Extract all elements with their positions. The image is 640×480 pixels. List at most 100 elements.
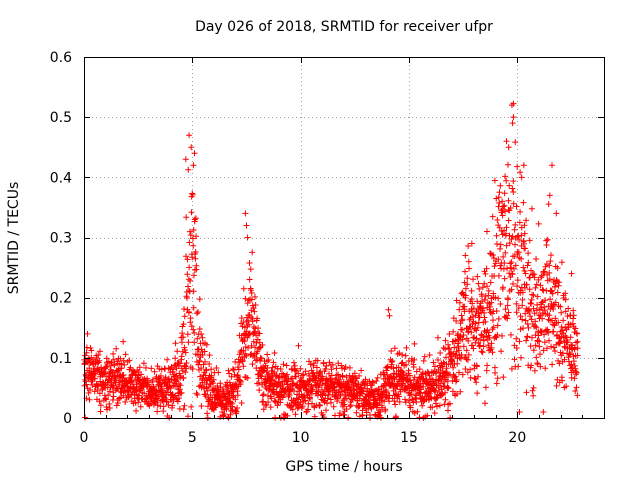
data-point: [470, 345, 477, 352]
data-point: [189, 366, 196, 373]
data-point: [531, 274, 538, 281]
data-point: [494, 375, 501, 382]
data-point: [516, 236, 523, 243]
data-point: [247, 266, 254, 273]
data-point: [537, 363, 544, 370]
data-point: [209, 380, 216, 387]
data-point: [556, 360, 563, 367]
data-point: [465, 337, 472, 344]
data-point: [536, 338, 543, 345]
data-point: [284, 371, 291, 378]
data-point: [480, 337, 487, 344]
data-point: [182, 156, 189, 163]
data-point: [234, 404, 241, 411]
data-point: [493, 232, 500, 239]
data-point: [320, 359, 327, 366]
data-point: [268, 395, 275, 402]
data-point: [573, 369, 580, 376]
data-point: [526, 286, 533, 293]
data-point: [508, 236, 515, 243]
data-point: [240, 285, 247, 292]
data-point: [465, 351, 472, 358]
data-point: [462, 285, 469, 292]
x-tick-label: 20: [508, 430, 526, 446]
data-point: [514, 163, 521, 170]
data-point: [493, 241, 500, 248]
data-point: [178, 339, 185, 346]
data-point: [459, 326, 466, 333]
data-point: [374, 374, 381, 381]
data-point: [84, 330, 91, 337]
data-point: [105, 392, 112, 399]
data-point: [247, 351, 254, 358]
data-point: [520, 199, 527, 206]
data-point: [187, 277, 194, 284]
data-point: [512, 241, 519, 248]
data-point: [208, 366, 215, 373]
data-point: [499, 286, 506, 293]
data-point: [528, 316, 535, 323]
data-point: [295, 342, 302, 349]
data-point: [307, 361, 314, 368]
data-point: [555, 282, 562, 289]
data-point: [501, 260, 508, 267]
data-point: [140, 360, 147, 367]
data-point: [482, 318, 489, 325]
data-point: [430, 359, 437, 366]
data-point: [308, 384, 315, 391]
data-point: [495, 295, 502, 302]
data-point: [389, 358, 396, 365]
data-point: [406, 392, 413, 399]
data-point: [521, 284, 528, 291]
data-point: [508, 365, 515, 372]
data-point: [528, 205, 535, 212]
data-point: [484, 228, 490, 235]
data-point: [459, 336, 466, 343]
data-point: [562, 290, 569, 297]
data-point: [471, 375, 478, 382]
data-point: [242, 373, 249, 380]
data-point: [232, 396, 239, 403]
data-point: [524, 262, 531, 269]
data-point: [265, 357, 272, 364]
data-point: [181, 313, 188, 320]
data-point: [390, 365, 397, 372]
data-point: [497, 245, 504, 252]
data-point: [493, 307, 500, 314]
data-point: [541, 331, 548, 338]
data-point: [513, 309, 520, 316]
data-point: [237, 379, 244, 386]
data-point: [460, 343, 467, 350]
data-point: [490, 252, 497, 259]
data-point: [436, 402, 443, 409]
data-point: [530, 292, 537, 299]
data-point: [232, 358, 239, 365]
data-point: [498, 209, 505, 216]
data-point: [242, 210, 249, 217]
data-point: [471, 326, 478, 333]
data-point: [546, 192, 553, 199]
data-point: [536, 306, 543, 313]
data-point: [194, 335, 201, 342]
data-point: [177, 360, 184, 367]
data-point: [515, 363, 522, 370]
data-point: [194, 309, 201, 316]
data-point: [454, 360, 461, 367]
data-point: [396, 393, 403, 400]
data-point: [484, 283, 491, 290]
data-point: [559, 377, 566, 384]
data-point: [391, 345, 398, 352]
data-point: [479, 349, 486, 356]
data-point: [495, 194, 502, 201]
data-point: [526, 308, 533, 315]
data-point: [241, 338, 248, 345]
data-point: [439, 390, 446, 397]
data-point: [91, 375, 98, 382]
data-point: [341, 401, 348, 408]
data-point: [468, 329, 475, 336]
data-point: [528, 296, 535, 303]
data-point: [192, 255, 199, 262]
data-point: [254, 356, 261, 363]
data-point: [487, 250, 494, 257]
data-point: [86, 359, 93, 366]
